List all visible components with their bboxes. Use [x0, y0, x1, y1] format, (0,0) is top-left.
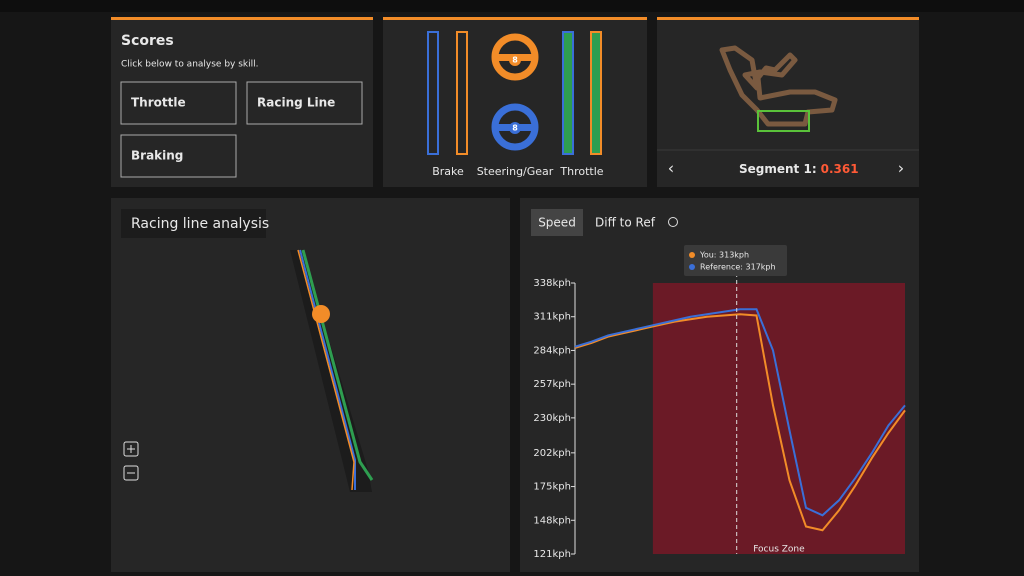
next-segment[interactable]: › [898, 159, 904, 178]
tooltip [684, 245, 787, 276]
segment-box [757, 110, 810, 132]
panel-accent [383, 17, 647, 20]
tab-label[interactable]: Speed [538, 216, 576, 230]
car-position [312, 305, 330, 323]
input-label: Steering/Gear [477, 165, 554, 178]
gear: 8 [512, 56, 518, 65]
y-tick-label: 202kph [533, 448, 571, 459]
brake-bar [427, 31, 439, 155]
y-tick-label: 257kph [533, 379, 571, 390]
tooltip-text: Reference: 317kph [700, 263, 776, 272]
steering-wheel [491, 33, 539, 81]
y-tick-label: 175kph [533, 482, 571, 493]
throttle-bar [590, 31, 602, 155]
title-box [121, 209, 266, 238]
steering-wheel [491, 103, 539, 151]
skill-button[interactable] [246, 81, 363, 125]
skill-button[interactable] [120, 81, 237, 125]
focus-zone [652, 283, 905, 554]
track-map [719, 45, 838, 127]
tab-label[interactable]: Diff to Ref [595, 216, 656, 230]
y-tick-label: 284kph [533, 345, 571, 356]
racing-line-panel [111, 198, 510, 572]
skill-button-label[interactable]: Racing Line [257, 96, 335, 110]
zoom-out[interactable] [123, 465, 139, 481]
input-label: Brake [432, 165, 464, 178]
top-bar [0, 0, 1024, 12]
focus-zone-label: Focus Zone [753, 545, 805, 555]
y-tick-label: 311kph [533, 312, 571, 323]
inputs-panel [383, 17, 647, 187]
scores-panel [111, 17, 373, 187]
racing-line-title: Racing line analysis [131, 216, 269, 232]
skill-button-label[interactable]: Braking [131, 149, 183, 163]
speed-line [574, 308, 906, 517]
y-tick-label: 121kph [533, 549, 571, 560]
zoom-in[interactable] [123, 441, 139, 457]
segment-label: Segment 1: 0.361 [739, 162, 859, 176]
scores-title: Scores [121, 33, 174, 49]
throttle-bar [562, 31, 574, 155]
scores-subtitle: Click below to analyse by skill. [121, 60, 259, 70]
y-tick-label: 338kph [533, 278, 571, 289]
skill-button-label[interactable]: Throttle [131, 96, 186, 110]
tab[interactable] [531, 209, 583, 236]
panel-accent [657, 17, 919, 20]
gear: 8 [512, 124, 518, 133]
prev-segment[interactable]: ‹ [668, 159, 674, 178]
info-icon[interactable] [668, 217, 678, 227]
speed-line [574, 313, 906, 532]
tooltip-swatch [689, 264, 695, 270]
skill-button[interactable] [120, 134, 237, 178]
brake-bar [456, 31, 468, 155]
tooltip-text: You: 313kph [699, 251, 749, 260]
tooltip-swatch [689, 252, 695, 258]
y-tick-label: 230kph [533, 413, 571, 424]
track-panel [657, 17, 919, 187]
panel-accent [111, 17, 373, 20]
y-tick-label: 148kph [533, 515, 571, 526]
input-label: Throttle [559, 165, 603, 178]
